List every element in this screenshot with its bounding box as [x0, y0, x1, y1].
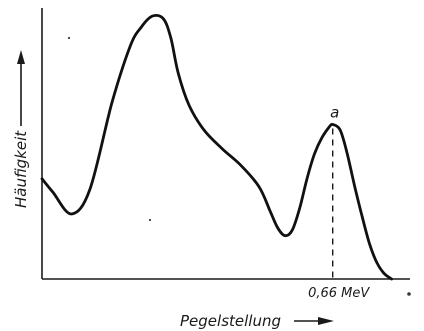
peak-label: a: [330, 104, 339, 122]
scan-speck: [67, 36, 71, 40]
series-layer: [40, 14, 393, 281]
x-axis-label: Pegelstellung: [180, 312, 281, 330]
energy-tick-label: 0,66 MeV: [308, 286, 370, 301]
y-axis-label: Häufigkeit: [12, 130, 30, 208]
spectrum-curve: [40, 14, 393, 281]
x-axis-label-arrowhead: [318, 317, 334, 325]
scan-speck: [407, 292, 411, 296]
y-axis-label-arrowhead: [17, 50, 25, 64]
scan-speck: [148, 218, 152, 222]
annotation-layer: a 0,66 MeV: [308, 104, 370, 302]
